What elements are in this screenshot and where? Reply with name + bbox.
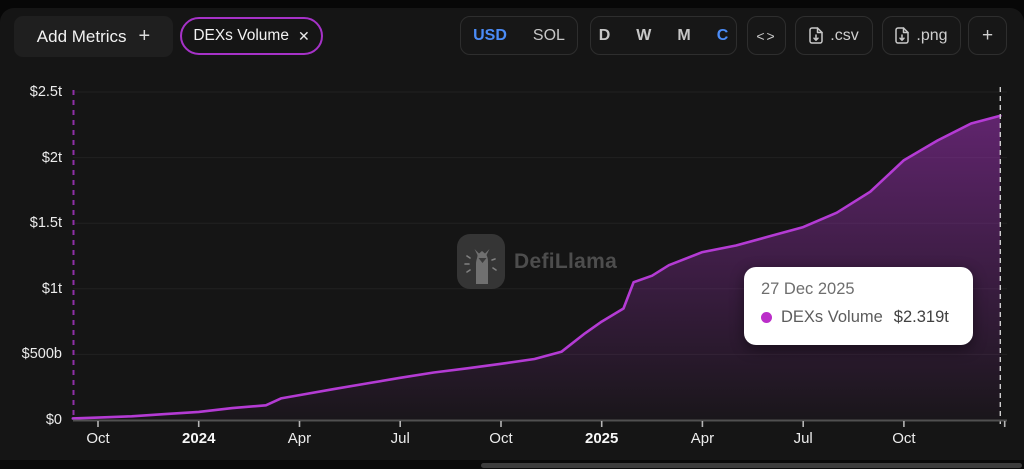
plus-icon: +: [981, 24, 994, 46]
chart-tooltip: 27 Dec 2025 DEXs Volume $2.319t: [744, 267, 973, 345]
download-png-button[interactable]: .png: [882, 16, 961, 55]
x-axis-ticks: [97, 421, 1006, 427]
y-tick-label: $500b: [21, 346, 62, 363]
x-tick-label: Oct: [86, 430, 110, 447]
interval-option-c[interactable]: C: [716, 26, 729, 44]
x-tick-label: Apr: [690, 430, 715, 447]
interval-option-m[interactable]: M: [677, 26, 691, 44]
y-tick-label: $2.5t: [29, 84, 62, 100]
x-tick-label: 2024: [182, 430, 216, 447]
file-download-icon: [895, 27, 910, 44]
x-tick-label: Jul: [390, 430, 410, 447]
currency-option-usd[interactable]: USD: [473, 26, 507, 44]
y-tick-label: $2t: [41, 149, 62, 166]
y-tick-label: $1.5t: [29, 215, 62, 232]
y-tick-label: $1t: [41, 280, 62, 297]
x-tick-label: Apr: [287, 430, 312, 447]
add-metrics-button[interactable]: Add Metrics +: [14, 16, 173, 57]
csv-label: .csv: [830, 26, 859, 44]
more-options-button[interactable]: +: [968, 16, 1007, 55]
currency-toggle: USD SOL: [460, 16, 578, 55]
horizontal-scrollbar: [0, 460, 1024, 469]
interval-option-w[interactable]: W: [636, 26, 652, 44]
metric-pill-label: DEXs Volume: [193, 27, 289, 44]
add-metrics-label: Add Metrics: [36, 26, 127, 46]
series-color-dot: [761, 312, 772, 323]
interval-option-d[interactable]: D: [598, 26, 611, 44]
y-tick-label: $0: [45, 412, 62, 428]
file-download-icon: [809, 27, 824, 44]
tooltip-date: 27 Dec 2025: [761, 280, 855, 298]
embed-code-button[interactable]: <>: [747, 16, 786, 55]
scrollbar-thumb[interactable]: [481, 463, 1022, 468]
metric-pill-dexs-volume[interactable]: DEXs Volume ✕: [180, 17, 323, 55]
png-label: .png: [916, 26, 948, 44]
code-icon: <>: [756, 27, 777, 44]
download-csv-button[interactable]: .csv: [795, 16, 873, 55]
x-tick-label: Oct: [892, 430, 916, 447]
x-tick-label: 2025: [585, 430, 619, 447]
close-icon[interactable]: ✕: [297, 27, 310, 44]
tooltip-series-value: $2.319t: [893, 308, 949, 326]
series-line: [71, 114, 1002, 420]
tooltip-series-label: DEXs Volume: [781, 308, 883, 326]
x-tick-label: Jul: [793, 430, 813, 447]
plus-icon: +: [138, 25, 151, 47]
x-tick-label: Oct: [489, 430, 513, 447]
currency-option-sol[interactable]: SOL: [532, 26, 565, 44]
